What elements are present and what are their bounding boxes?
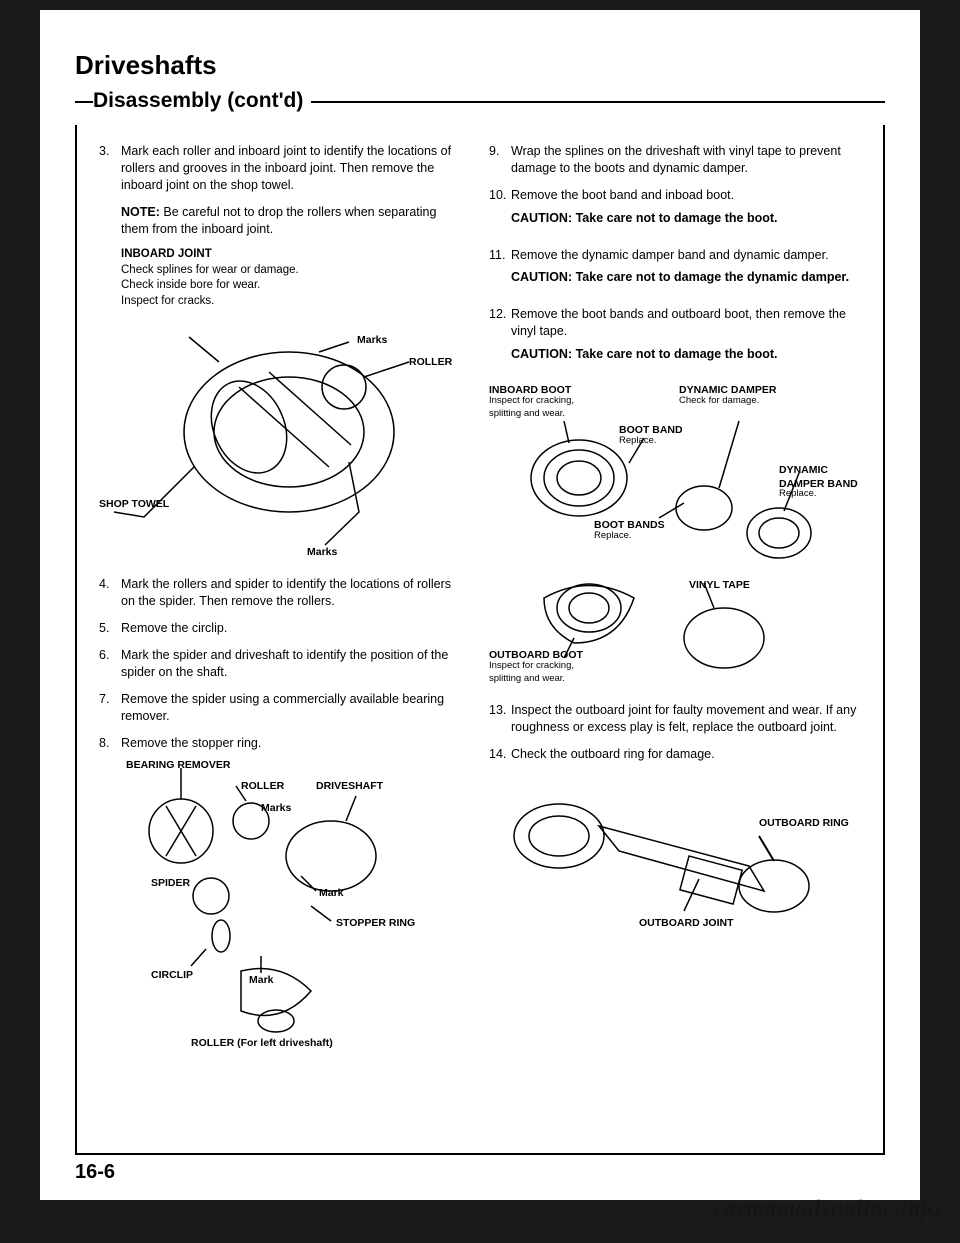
step-text: Mark the rollers and spider to identify … xyxy=(121,576,461,610)
page-subtitle: Disassembly (cont'd) xyxy=(93,89,311,113)
note-label: NOTE: xyxy=(121,205,160,219)
label-circlip: CIRCLIP xyxy=(151,968,193,982)
step-number: 10. xyxy=(489,187,511,237)
inboard-joint-svg xyxy=(99,317,454,562)
label-bearing-remover: BEARING REMOVER xyxy=(126,758,230,772)
caution-label: CAUTION: xyxy=(511,270,572,284)
caution-text: Take care not to damage the boot. xyxy=(576,347,778,361)
caution-text: Take care not to damage the dynamic damp… xyxy=(576,270,849,284)
label-roller-note: ROLLER (For left driveshaft) xyxy=(191,1036,333,1050)
label-vinyl-tape: VINYL TAPE xyxy=(689,578,750,592)
label-outboard-ring: OUTBOARD RING xyxy=(759,816,849,830)
step-text: Remove the stopper ring. xyxy=(121,735,461,752)
label-roller-d2: ROLLER xyxy=(241,779,284,793)
label-spider: SPIDER xyxy=(151,876,190,890)
step-7: 7. Remove the spider using a commerciall… xyxy=(99,691,461,725)
step-text: Mark each roller and inboard joint to id… xyxy=(121,143,461,194)
label-outboard-boot-sub: Inspect for cracking, splitting and wear… xyxy=(489,660,574,686)
label-mark1: Mark xyxy=(319,886,344,900)
step-text: Wrap the splines on the driveshaft with … xyxy=(511,143,874,177)
inboard-joint-notes: INBOARD JOINT Check splines for wear or … xyxy=(121,247,461,309)
caution-label: CAUTION: xyxy=(511,347,572,361)
caution: CAUTION: Take care not to damage the dyn… xyxy=(511,269,874,286)
subtitle-rule: Disassembly (cont'd) xyxy=(75,89,885,113)
step-text: Remove the spider using a commercially a… xyxy=(121,691,461,725)
content-box: 3. Mark each roller and inboard joint to… xyxy=(75,125,885,1155)
caution-label: CAUTION: xyxy=(511,211,572,225)
label-mark2: Mark xyxy=(249,973,274,987)
label-boot-bands-sub: Replace. xyxy=(594,530,632,543)
step-number: 5. xyxy=(99,620,121,637)
step-text: Remove the boot bands and outboard boot,… xyxy=(511,306,874,340)
step-number: 8. xyxy=(99,735,121,752)
step-text: Mark the spider and driveshaft to identi… xyxy=(121,647,461,681)
watermark: carmanualsonline.info xyxy=(713,1196,940,1223)
step-6: 6. Mark the spider and driveshaft to ide… xyxy=(99,647,461,681)
step-number: 9. xyxy=(489,143,511,177)
label-inboard-boot-sub: Inspect for cracking, splitting and wear… xyxy=(489,395,574,421)
step-number: 4. xyxy=(99,576,121,610)
label-driveshaft: DRIVESHAFT xyxy=(316,779,383,793)
label-dynamic-damper-band-sub: Replace. xyxy=(779,488,817,501)
step-text: Inspect the outboard joint for faulty mo… xyxy=(511,702,874,736)
step-14: 14. Check the outboard ring for damage. xyxy=(489,746,874,763)
step-number: 6. xyxy=(99,647,121,681)
label-stopper-ring: STOPPER RING xyxy=(336,916,415,930)
step-13: 13. Inspect the outboard joint for fault… xyxy=(489,702,874,736)
step-number: 13. xyxy=(489,702,511,736)
step-10: 10. Remove the boot band and inboad boot… xyxy=(489,187,874,237)
left-column: 3. Mark each roller and inboard joint to… xyxy=(99,143,461,1135)
step-body: Remove the dynamic damper band and dynam… xyxy=(511,247,874,297)
label-marks-top: Marks xyxy=(357,333,387,347)
step-3: 3. Mark each roller and inboard joint to… xyxy=(99,143,461,194)
step-body: Remove the boot bands and outboard boot,… xyxy=(511,306,874,373)
step-body: Remove the boot band and inboad boot. CA… xyxy=(511,187,874,237)
diagram-inboard-joint: Marks ROLLER SHOP TOWEL Marks xyxy=(99,317,461,562)
label-boot-band-sub: Replace. xyxy=(619,435,657,448)
step-text: Check the outboard ring for damage. xyxy=(511,746,874,763)
step-number: 11. xyxy=(489,247,511,297)
label-outboard-joint: OUTBOARD JOINT xyxy=(639,916,734,930)
step-11: 11. Remove the dynamic damper band and d… xyxy=(489,247,874,297)
caution-text: Take care not to damage the boot. xyxy=(576,211,778,225)
diagram-boots: INBOARD BOOT Inspect for cracking, split… xyxy=(489,383,874,688)
note-text: Be careful not to drop the rollers when … xyxy=(121,205,436,236)
label-marks-bottom: Marks xyxy=(307,545,337,559)
step-number: 7. xyxy=(99,691,121,725)
sub-title: INBOARD JOINT xyxy=(121,247,461,263)
note: NOTE: Be careful not to drop the rollers… xyxy=(121,204,461,238)
caution: CAUTION: Take care not to damage the boo… xyxy=(511,346,874,363)
page-title: Driveshafts xyxy=(75,50,885,81)
diagram-outboard: OUTBOARD RING OUTBOARD JOINT xyxy=(489,781,874,951)
step-number: 12. xyxy=(489,306,511,373)
label-dynamic-damper-sub: Check for damage. xyxy=(679,395,759,408)
step-8: 8. Remove the stopper ring. xyxy=(99,735,461,752)
right-column: 9. Wrap the splines on the driveshaft wi… xyxy=(489,143,874,1135)
page-number: 16-6 xyxy=(75,1161,885,1184)
step-9: 9. Wrap the splines on the driveshaft wi… xyxy=(489,143,874,177)
step-4: 4. Mark the rollers and spider to identi… xyxy=(99,576,461,610)
label-shop-towel: SHOP TOWEL xyxy=(99,497,169,511)
diagram-bearing-remover: BEARING REMOVER ROLLER DRIVESHAFT Marks … xyxy=(121,761,461,1051)
manual-page: Driveshafts Disassembly (cont'd) 3. Mark… xyxy=(40,10,920,1200)
step-5: 5. Remove the circlip. xyxy=(99,620,461,637)
sub-lines: Check splines for wear or damage. Check … xyxy=(121,263,461,310)
step-text: Remove the boot band and inboad boot. xyxy=(511,187,874,204)
label-roller: ROLLER xyxy=(409,355,452,369)
label-marks-d2: Marks xyxy=(261,801,291,815)
caution: CAUTION: Take care not to damage the boo… xyxy=(511,210,874,227)
step-number: 3. xyxy=(99,143,121,194)
step-text: Remove the dynamic damper band and dynam… xyxy=(511,247,874,264)
step-12: 12. Remove the boot bands and outboard b… xyxy=(489,306,874,373)
step-text: Remove the circlip. xyxy=(121,620,461,637)
step-number: 14. xyxy=(489,746,511,763)
